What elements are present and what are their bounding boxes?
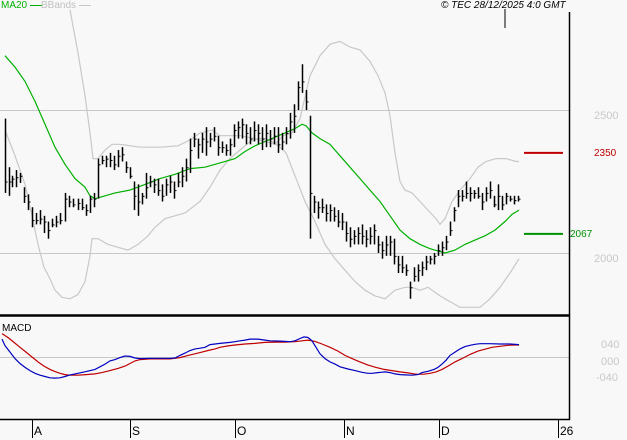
macd-series-macd: [1, 336, 520, 379]
x-axis-ticks: [32, 420, 559, 438]
macd-label-zero: 000: [601, 356, 620, 368]
support-label: 2067: [570, 229, 593, 240]
x-tick-label: 26: [560, 424, 574, 438]
x-tick-label: O: [237, 424, 247, 438]
legend-bbands-swatch: [78, 4, 91, 6]
legend-bbands-label: BBands: [41, 0, 77, 11]
price-gridlines: [0, 110, 569, 254]
bband-upper: [69, 9, 519, 226]
x-tick-label: N: [346, 424, 355, 438]
price-label-2000: 2000: [594, 253, 619, 265]
macd-label-neg: -040: [596, 372, 619, 384]
price-label-2500: 2500: [594, 110, 619, 122]
x-tick-label: A: [34, 424, 43, 438]
macd-title: MACD: [2, 323, 32, 334]
support-resistance-levels: [524, 151, 563, 235]
legend-ma20: MA20: [1, 0, 42, 11]
macd-label-pos: 040: [601, 339, 620, 351]
price-bars: [4, 64, 521, 299]
resistance-label: 2350: [594, 148, 617, 159]
macd-lines: [1, 333, 520, 379]
copyright-timestamp: © TEC 28/12/2025 4:0 GMT: [441, 0, 566, 11]
legend-ma20-swatch: [29, 4, 42, 6]
legend-ma20-label: MA20: [1, 0, 28, 11]
x-tick-label: D: [441, 424, 450, 438]
x-tick-label: S: [132, 424, 141, 438]
legend-bbands: BBands: [41, 0, 91, 11]
